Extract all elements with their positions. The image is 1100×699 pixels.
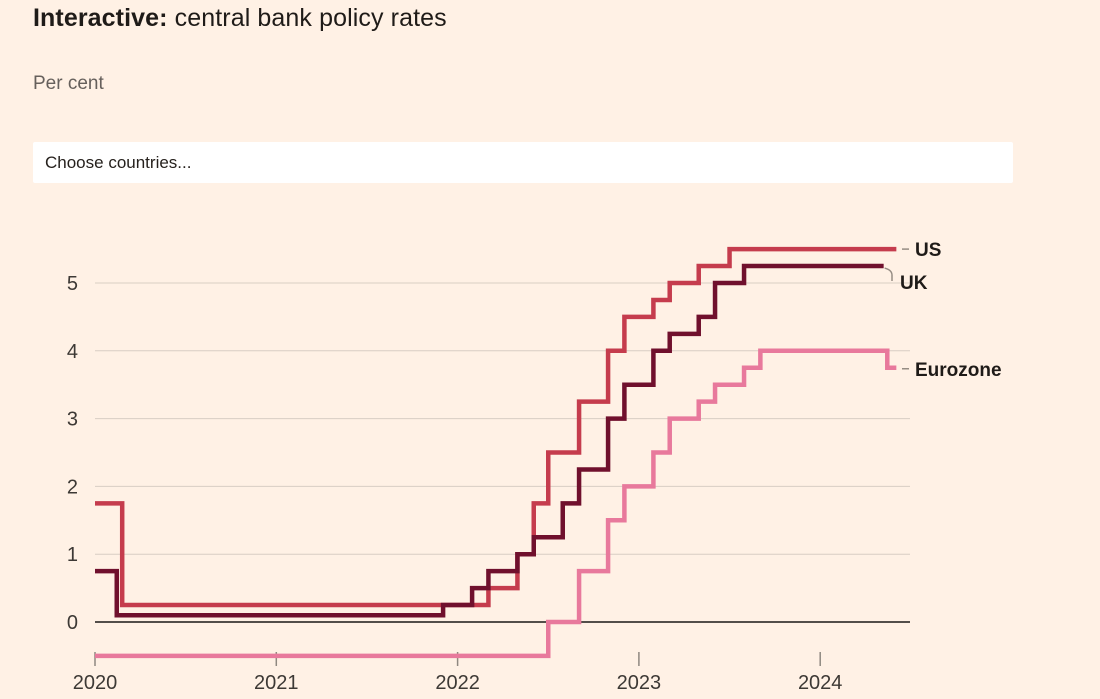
chart-units-subtitle: Per cent <box>33 73 104 94</box>
series-line-us <box>95 246 897 608</box>
page-title-rest: central bank policy rates <box>167 4 447 32</box>
y-tick-label: 4 <box>67 341 78 363</box>
x-tick-label: 2021 <box>254 672 299 694</box>
y-tick-label: 0 <box>67 612 78 634</box>
series-label-eurozone: Eurozone <box>915 360 1002 381</box>
x-tick-label: 2023 <box>617 672 662 694</box>
series-label-uk: UK <box>900 273 928 294</box>
y-axis: 0 1 2 3 4 5 <box>67 273 910 634</box>
page-title: Interactive: central bank policy rates <box>33 2 447 35</box>
x-tick-label: 2022 <box>435 672 480 694</box>
country-select-input[interactable] <box>33 142 1013 183</box>
series-line-eurozone <box>95 348 897 659</box>
y-tick-label: 3 <box>67 409 78 431</box>
series-label-us: US <box>915 240 941 261</box>
page-title-prefix: Interactive: <box>33 4 168 32</box>
x-axis: 2020 2021 2022 2023 2024 <box>73 652 843 694</box>
series-lines <box>95 246 897 659</box>
y-tick-label: 1 <box>67 544 78 566</box>
y-tick-label: 5 <box>67 273 78 295</box>
leader-elbow-uk <box>884 267 893 282</box>
x-tick-label: 2020 <box>73 672 118 694</box>
series-line-uk <box>95 263 884 618</box>
series-end-labels: US UK Eurozone <box>884 240 1002 381</box>
x-tick-label: 2024 <box>798 672 843 694</box>
y-tick-label: 2 <box>67 476 78 498</box>
